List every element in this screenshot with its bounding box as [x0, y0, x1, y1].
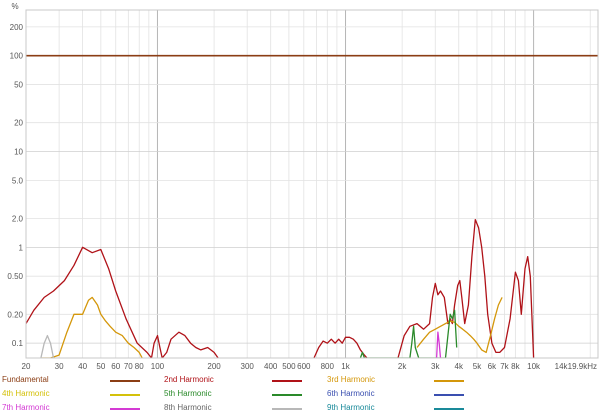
x-tick-label: 800 — [321, 362, 335, 371]
legend-label: 9th Harmonic — [327, 403, 375, 412]
series-line-7th-harmonic — [435, 331, 442, 358]
x-tick-label: 60 — [111, 362, 120, 371]
series-line-2nd-harmonic — [397, 218, 535, 358]
plot-frame — [25, 9, 599, 359]
x-tick-label: 200 — [207, 362, 221, 371]
series-group — [26, 54, 598, 358]
legend: Fundamental 2nd Harmonic 3rd Harmonic 4th H… — [0, 372, 600, 417]
legend-swatch-line — [110, 408, 140, 410]
legend-label: 6th Harmonic — [327, 389, 375, 398]
x-tick-label: 10k — [527, 362, 541, 371]
legend-swatch-line — [110, 394, 140, 396]
legend-label: 8th Harmonic — [164, 403, 212, 412]
series-line-8th-harmonic — [40, 334, 55, 358]
y-tick-label: 2.0 — [12, 215, 24, 224]
plot-area — [0, 0, 600, 372]
y-tick-label: 5.0 — [12, 176, 24, 185]
legend-label: 4th Harmonic — [2, 389, 50, 398]
x-tick-label: 500 — [282, 362, 296, 371]
x-tick-label: 1k — [341, 362, 350, 371]
x-tick-label: 300 — [241, 362, 255, 371]
series-line-3rd-harmonic — [40, 296, 143, 358]
axes: 0.1 0.20 0.50 1 2.0 5.0 10 20 50 100 200 20 30 40 50 60… — [7, 9, 599, 371]
x-tick-label: 70 — [124, 362, 133, 371]
x-tick-label: 400 — [264, 362, 278, 371]
x-tick-label: 6k — [488, 362, 497, 371]
legend-swatch-line — [434, 380, 464, 382]
y-tick-label: 1 — [19, 243, 24, 252]
legend-swatch-line — [434, 408, 464, 410]
legend-swatch-line — [110, 380, 140, 382]
y-tick-label: 0.50 — [7, 272, 23, 281]
x-tick-label: 80 — [135, 362, 144, 371]
x-tick-label: 19.9kHz — [568, 362, 597, 371]
legend-swatch-line — [272, 380, 302, 382]
legend-label: 5th Harmonic — [164, 389, 212, 398]
x-tick-label: 40 — [78, 362, 87, 371]
series-line-3rd-harmonic — [416, 297, 503, 354]
x-tick-label: 30 — [55, 362, 64, 371]
x-tick-label: 14k — [555, 362, 569, 371]
legend-swatch-line — [272, 394, 302, 396]
x-tick-label: 7k — [500, 362, 509, 371]
series-line-2nd-harmonic — [313, 336, 368, 358]
legend-swatch-line — [434, 394, 464, 396]
harmonic-distortion-chart: 0.1 0.20 0.50 1 2.0 5.0 10 20 50 100 200 20 30 40 50 60… — [0, 0, 600, 372]
x-tick-label: 20 — [22, 362, 31, 371]
x-tick-label: 50 — [96, 362, 105, 371]
y-tick-label: 0.20 — [7, 310, 23, 319]
x-tick-label: 5k — [473, 362, 482, 371]
series-line-2nd-harmonic — [26, 246, 219, 358]
y-tick-label: 50 — [14, 81, 23, 90]
y-tick-label: 200 — [10, 23, 24, 32]
x-tick-label: 4k — [455, 362, 464, 371]
legend-label: 7th Harmonic — [2, 403, 50, 412]
x-tick-label: 2k — [398, 362, 407, 371]
y-tick-label: 0.1 — [12, 339, 24, 348]
y-tick-label: 10 — [14, 148, 23, 157]
x-tick-label: 600 — [297, 362, 311, 371]
legend-label: 2nd Harmonic — [164, 375, 214, 384]
legend-label: Fundamental — [2, 375, 49, 384]
x-tick-label: 100 — [151, 362, 165, 371]
legend-swatch-line — [272, 408, 302, 410]
series-line-5th-harmonic — [359, 309, 458, 358]
legend-label: 3rd Harmonic — [327, 375, 376, 384]
y-tick-label: 20 — [14, 119, 23, 128]
y-axis-unit-label: % — [11, 2, 18, 11]
x-tick-label: 8k — [511, 362, 520, 371]
x-tick-label: 3k — [431, 362, 440, 371]
y-tick-label: 100 — [10, 52, 24, 61]
